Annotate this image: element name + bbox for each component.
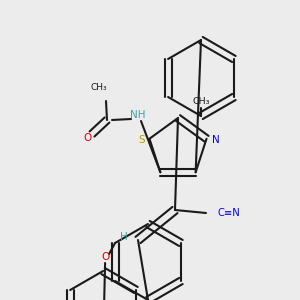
Text: H: H	[120, 232, 128, 242]
Text: C≡N: C≡N	[218, 208, 241, 218]
Text: S: S	[138, 135, 145, 145]
Text: O: O	[101, 252, 109, 262]
Text: O: O	[83, 133, 91, 143]
Text: CH₃: CH₃	[192, 98, 210, 106]
Text: CH₃: CH₃	[91, 83, 107, 92]
Text: N: N	[212, 135, 219, 145]
Text: NH: NH	[130, 110, 146, 120]
